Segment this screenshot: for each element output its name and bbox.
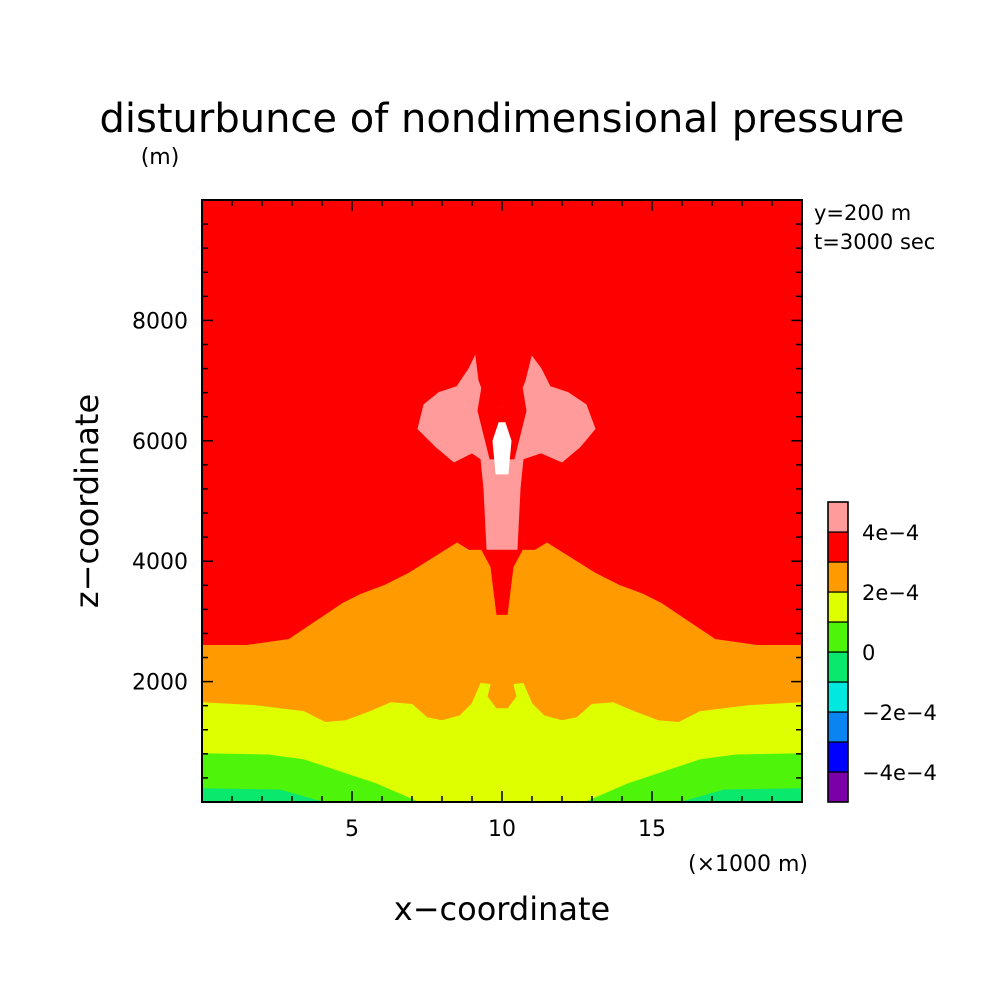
colorbar-swatch-3: [827, 681, 849, 713]
y-tick-label: 2000: [132, 671, 188, 696]
y-tick-label: 6000: [132, 430, 188, 455]
contour-fill-layer: [202, 200, 802, 802]
colorbar-tick-labels: 4e−4 2e−4 0 −2e−4 −4e−4: [862, 521, 937, 785]
x-tick-label: 5: [345, 817, 359, 842]
colorbar-tick-label: 0: [862, 641, 875, 665]
colorbar-swatch-1: [827, 741, 849, 773]
axis-ticks: [202, 200, 802, 802]
x-unit-label: (×1000 m): [688, 852, 808, 877]
y-tick-label: 4000: [132, 550, 188, 575]
colorbar-swatch-7: [827, 561, 849, 593]
colorbar-swatch-9: [827, 501, 849, 533]
y-unit-label: (m): [141, 145, 180, 170]
colorbar-frame: [827, 501, 849, 803]
colorbar-tick-label: −4e−4: [862, 761, 937, 785]
colorbar-tick-label: −2e−4: [862, 701, 937, 725]
colorbar-tick-label: 4e−4: [862, 521, 919, 545]
colorbar-swatch-4: [827, 651, 849, 683]
colorbar-tick-label: 2e−4: [862, 581, 919, 605]
contour-region-8: [492, 422, 512, 475]
colorbar-swatch-8: [827, 531, 849, 563]
contour-region-3: [202, 753, 802, 802]
colorbar-swatch-2: [827, 711, 849, 743]
annotation-y-position: y=200 m: [814, 201, 911, 225]
chart-title: disturbunce of nondimensional pressure: [100, 96, 905, 142]
contour-region-7: [477, 374, 527, 460]
x-axis-tick-labels: 5 10 15: [345, 817, 666, 842]
x-tick-label: 10: [488, 817, 516, 842]
colorbar-swatch-6: [827, 591, 849, 623]
annotation-time: t=3000 sec: [814, 230, 935, 254]
x-axis-label: x−coordinate: [394, 890, 610, 928]
y-axis-label: z−coordinate: [68, 394, 106, 608]
y-tick-label: 8000: [132, 309, 188, 334]
annotation-block: y=200 m t=3000 sec: [814, 201, 935, 254]
colorbar: [827, 501, 849, 803]
x-tick-label: 15: [638, 817, 666, 842]
y-axis-tick-labels: 2000 4000 6000 8000: [132, 309, 188, 695]
contour-region-2: [202, 682, 802, 802]
colorbar-swatch-0: [827, 771, 849, 803]
colorbar-swatch-5: [827, 621, 849, 653]
